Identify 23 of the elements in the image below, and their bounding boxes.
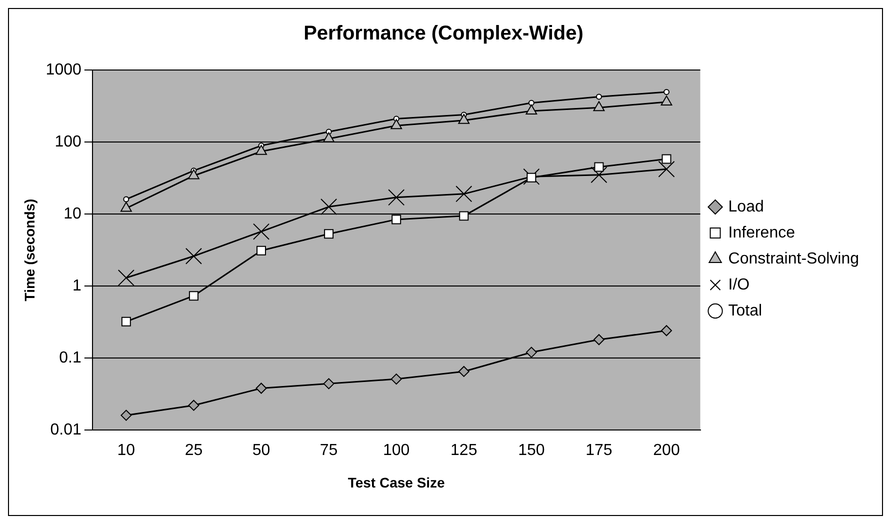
chart-title: Performance (Complex-Wide) xyxy=(304,22,584,45)
y-tick-label: 0.1 xyxy=(59,349,82,366)
legend-label: Load xyxy=(728,198,764,216)
y-tick-label: 10 xyxy=(64,205,82,222)
legend-label: Total xyxy=(728,302,762,320)
x-tick-label: 50 xyxy=(252,442,270,460)
y-axis-title: Time (seconds) xyxy=(21,198,38,302)
x-tick-label: 10 xyxy=(117,442,136,460)
x-tick-label: 200 xyxy=(653,442,680,460)
x-tick-label: 25 xyxy=(184,442,203,460)
legend-label: Inference xyxy=(728,224,796,242)
x-tick-label: 75 xyxy=(320,442,338,460)
y-tick-label: 100 xyxy=(54,133,82,150)
x-tick-label: 125 xyxy=(450,442,478,460)
y-tick-label: 0.01 xyxy=(50,421,82,438)
x-axis-title: Test Case Size xyxy=(348,474,446,490)
x-tick-label: 175 xyxy=(586,442,612,460)
x-tick-label: 100 xyxy=(382,442,410,460)
y-tick-label: 1000 xyxy=(46,61,82,78)
x-tick-label: 150 xyxy=(518,442,545,460)
legend-label: Constraint-Solving xyxy=(728,250,860,268)
legend-label: I/O xyxy=(728,276,750,294)
y-tick-label: 1 xyxy=(72,277,82,294)
